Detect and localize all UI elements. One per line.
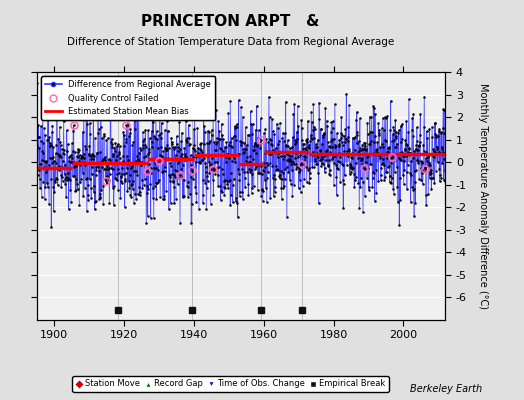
Legend: Difference from Regional Average, Quality Control Failed, Estimated Station Mean: Difference from Regional Average, Qualit… [41, 76, 215, 120]
Y-axis label: Monthly Temperature Anomaly Difference (°C): Monthly Temperature Anomaly Difference (… [478, 83, 488, 309]
Legend: Station Move, Record Gap, Time of Obs. Change, Empirical Break: Station Move, Record Gap, Time of Obs. C… [72, 376, 389, 392]
Text: Berkeley Earth: Berkeley Earth [410, 384, 482, 394]
Text: PRINCETON ARPT   &: PRINCETON ARPT & [141, 14, 320, 30]
Text: Difference of Station Temperature Data from Regional Average: Difference of Station Temperature Data f… [67, 37, 394, 47]
